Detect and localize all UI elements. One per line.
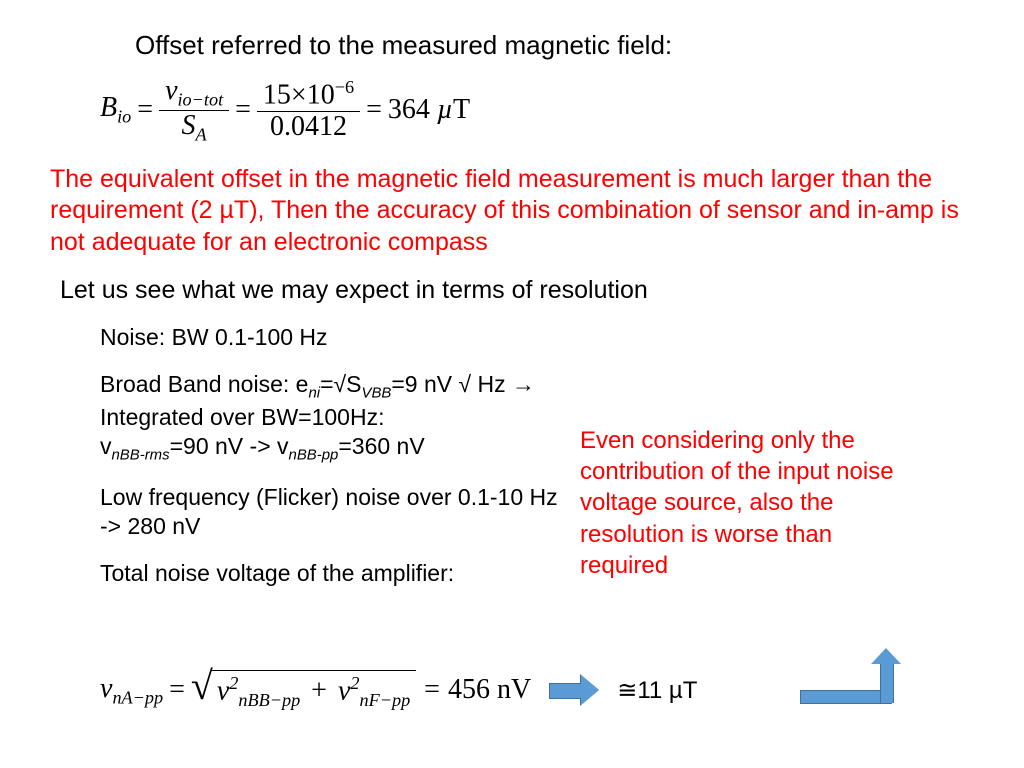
resolution-intro: Let us see what we may expect in terms o…: [60, 276, 974, 305]
result-microtesla: ≅11 µT: [617, 676, 697, 705]
arrow-elbow-up-icon: [800, 650, 920, 710]
slide-title: Offset referred to the measured magnetic…: [135, 30, 974, 61]
equation-noise-total: vnA−pp = √ v2nBB−pp + v2nF−pp = 456 nV ≅…: [100, 670, 697, 711]
note-flicker: Low frequency (Flicker) noise over 0.1-1…: [100, 483, 560, 541]
note-bandwidth: Noise: BW 0.1-100 Hz: [100, 323, 560, 352]
red-conclusion-resolution: Even considering only the contribution o…: [580, 425, 910, 581]
noise-notes: Noise: BW 0.1-100 Hz Broad Band noise: e…: [100, 323, 560, 587]
note-total-label: Total noise voltage of the amplifier:: [100, 559, 560, 588]
note-broadband: Broad Band noise: eni=√SVBB=9 nV √ Hz → …: [100, 370, 560, 465]
equation-offset: Bio = vio−tot SA = 15×10−6 0.0412 = 364 …: [100, 76, 974, 144]
arrow-right-icon: [549, 675, 599, 705]
red-conclusion-offset: The equivalent offset in the magnetic fi…: [50, 164, 974, 258]
